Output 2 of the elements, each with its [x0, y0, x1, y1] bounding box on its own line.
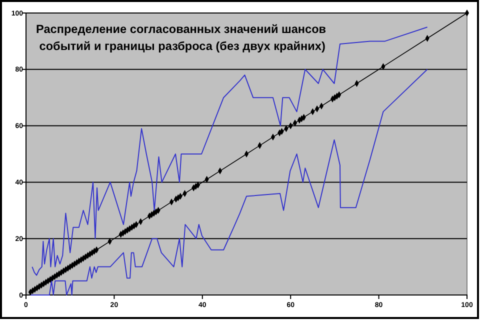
text: Распределение согласованных значений шансов событий и границы разброса (без двух крайних): [36, 22, 326, 53]
line-series: [29, 68, 428, 296]
